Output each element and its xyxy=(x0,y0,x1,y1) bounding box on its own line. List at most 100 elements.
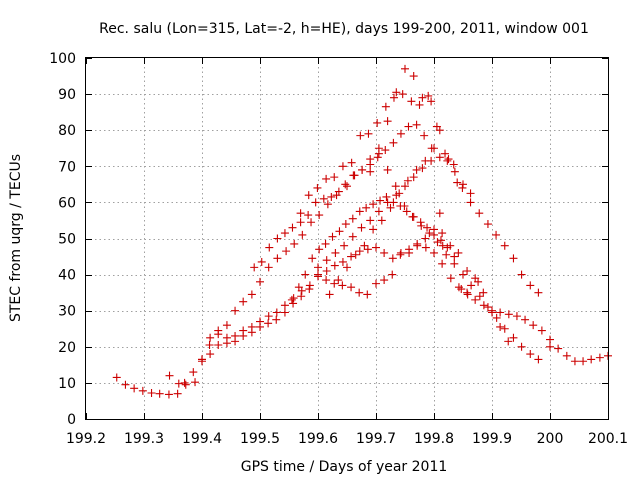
data-point xyxy=(206,333,215,342)
data-point xyxy=(330,261,339,270)
data-point xyxy=(282,247,291,256)
data-point xyxy=(373,153,382,162)
data-point xyxy=(391,182,400,191)
data-point xyxy=(174,379,183,388)
data-point xyxy=(374,144,383,153)
data-point xyxy=(474,277,483,286)
data-point xyxy=(418,164,427,173)
data-point xyxy=(401,64,409,73)
data-point xyxy=(415,100,424,109)
data-point xyxy=(458,183,467,192)
data-point xyxy=(239,297,248,306)
data-point xyxy=(231,306,240,315)
data-point xyxy=(492,230,501,239)
data-point xyxy=(444,155,453,164)
x-tick-label: 199.7 xyxy=(356,431,396,447)
data-point xyxy=(435,209,444,218)
y-axis-title: STEC from uqrg / TECUs xyxy=(8,154,24,322)
data-point xyxy=(272,308,281,317)
data-point xyxy=(348,232,357,241)
data-point xyxy=(343,263,351,272)
data-point xyxy=(256,277,264,286)
data-point xyxy=(366,160,375,169)
data-point xyxy=(181,380,190,389)
data-point xyxy=(438,241,447,250)
data-point xyxy=(372,279,380,288)
data-point xyxy=(404,122,413,131)
data-point xyxy=(280,229,289,238)
plot-frame xyxy=(85,57,609,420)
y-tick-label: 80 xyxy=(58,123,76,139)
data-point xyxy=(319,194,328,203)
data-point xyxy=(377,216,386,225)
data-point xyxy=(350,171,359,180)
data-point xyxy=(421,243,430,252)
data-point xyxy=(504,337,513,346)
data-point xyxy=(570,357,579,366)
data-point xyxy=(315,245,324,254)
data-point xyxy=(509,254,518,263)
data-point xyxy=(396,202,405,211)
y-tick-label: 0 xyxy=(67,412,76,428)
data-point xyxy=(256,322,264,331)
data-point xyxy=(327,192,336,201)
y-tick-labels: 0 10 20 30 40 50 60 70 80 90 100 xyxy=(49,51,76,428)
data-point xyxy=(112,373,121,382)
x-tick-labels: 199.2 199.3 199.4 199.5 199.6 199.7 199.8 199.9… xyxy=(66,431,628,447)
data-point xyxy=(438,229,447,238)
data-point xyxy=(214,326,223,335)
data-point xyxy=(121,380,130,389)
data-point xyxy=(457,285,466,294)
data-point xyxy=(341,180,350,189)
data-point xyxy=(206,350,215,359)
data-point xyxy=(463,266,472,275)
data-point xyxy=(433,238,442,247)
data-point xyxy=(294,283,303,292)
data-point xyxy=(343,182,351,191)
data-point xyxy=(358,165,367,174)
data-point xyxy=(376,196,385,205)
data-point xyxy=(417,221,426,230)
data-point xyxy=(280,308,289,317)
data-point xyxy=(180,378,189,387)
y-tick-label: 100 xyxy=(49,51,76,67)
data-point xyxy=(546,335,554,344)
x-tick-label: 200 xyxy=(537,431,564,447)
data-point xyxy=(322,174,331,183)
data-point xyxy=(330,279,339,288)
y-tick-label: 10 xyxy=(58,376,76,392)
data-point xyxy=(356,131,365,140)
data-point xyxy=(475,292,484,301)
data-point xyxy=(372,243,380,252)
data-point xyxy=(446,274,455,283)
data-point xyxy=(130,384,139,393)
data-point xyxy=(398,90,407,99)
data-point xyxy=(231,337,240,346)
data-points xyxy=(112,64,612,399)
data-point xyxy=(418,93,427,102)
data-point xyxy=(355,247,364,256)
data-point xyxy=(471,295,480,304)
data-point xyxy=(214,340,223,349)
data-point xyxy=(409,72,418,81)
data-point xyxy=(396,248,405,257)
data-point xyxy=(389,138,398,147)
data-point xyxy=(366,216,375,225)
data-point xyxy=(512,312,521,321)
data-point xyxy=(360,241,369,250)
data-point xyxy=(330,173,339,182)
data-point xyxy=(369,225,378,234)
data-point xyxy=(403,176,412,185)
data-point xyxy=(304,211,313,220)
data-point xyxy=(421,234,430,243)
data-point xyxy=(363,245,372,254)
y-tick-label: 70 xyxy=(58,159,76,175)
data-point xyxy=(450,252,459,261)
data-point xyxy=(595,353,604,362)
data-point xyxy=(427,97,436,106)
data-point xyxy=(298,230,307,239)
data-point xyxy=(247,290,256,299)
y-tick-label: 90 xyxy=(58,87,76,103)
data-point xyxy=(297,292,306,301)
data-point xyxy=(546,342,554,351)
